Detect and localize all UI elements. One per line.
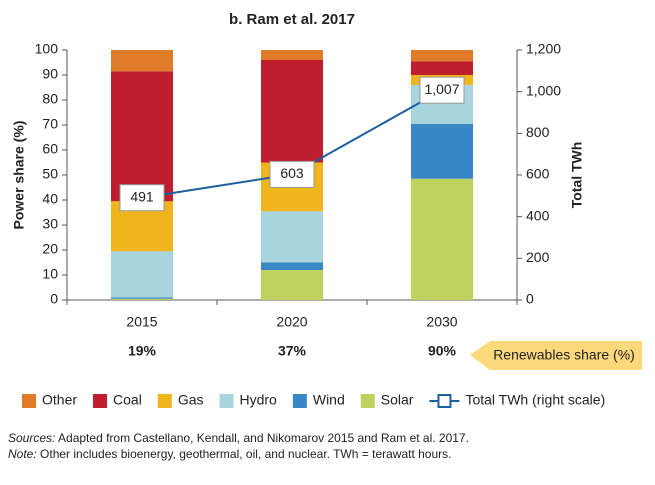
bar-segment <box>411 61 473 75</box>
callout-label: Renewables share (%) <box>493 347 635 363</box>
y2-tick-label: 0 <box>526 291 534 307</box>
bar-segment <box>111 298 173 300</box>
chart-title: b. Ram et al. 2017 <box>229 11 355 28</box>
value-label-box <box>119 184 165 212</box>
legend-marker <box>437 394 452 408</box>
y-tick-label: 40 <box>42 191 58 207</box>
y-tick-label: 100 <box>35 41 59 57</box>
legend-label: Wind <box>313 392 345 408</box>
y2-tick-label: 200 <box>526 249 550 265</box>
renewables-share: 37% <box>278 343 307 359</box>
value-label: 491 <box>130 188 154 204</box>
bar-segment <box>411 123 473 179</box>
y-tick-label: 30 <box>42 216 58 232</box>
renewables-share: 90% <box>428 343 457 359</box>
legend-label: Other <box>42 392 77 408</box>
y2-tick-label: 1,200 <box>526 41 561 57</box>
legend-swatch <box>292 394 307 408</box>
legend-label: Coal <box>113 392 142 408</box>
bar-segment <box>261 50 323 60</box>
y2-axis-label: Total TWh <box>569 142 585 209</box>
y-tick-label: 90 <box>42 66 58 82</box>
y2-tick-label: 400 <box>526 207 550 223</box>
legend-swatch <box>219 394 234 408</box>
note: Note: Other includes bioenergy, geotherm… <box>8 447 451 461</box>
value-label: 1,007 <box>424 81 459 97</box>
y-tick-label: 0 <box>50 291 58 307</box>
y2-tick-label: 600 <box>526 166 550 182</box>
callout-box <box>470 341 642 370</box>
bar-segment <box>261 211 323 263</box>
value-label: 603 <box>280 165 304 181</box>
x-tick-label: 2015 <box>126 314 157 330</box>
value-label-box <box>419 76 465 104</box>
y-tick-label: 70 <box>42 116 58 132</box>
y2-tick-label: 800 <box>526 124 550 140</box>
y2-tick-label: 1,000 <box>526 82 561 98</box>
legend-swatch <box>157 394 172 408</box>
note-text: Other includes bioenergy, geothermal, oi… <box>40 447 451 461</box>
sources-text: Adapted from Castellano, Kendall, and Ni… <box>58 431 469 445</box>
bar-segment <box>261 60 323 163</box>
y-tick-label: 50 <box>42 166 58 182</box>
y-tick-label: 60 <box>42 141 58 157</box>
x-tick-label: 2020 <box>276 314 307 330</box>
legend-label: Solar <box>381 392 414 408</box>
legend-label: Gas <box>178 392 204 408</box>
x-tick-label: 2030 <box>426 314 457 330</box>
legend-label: Hydro <box>240 392 278 408</box>
legend-swatch <box>22 394 36 408</box>
renewables-share: 19% <box>128 343 157 359</box>
sources: Sources: Adapted from Castellano, Kendal… <box>8 431 469 445</box>
value-label-box <box>269 160 315 188</box>
bar-segment <box>411 50 473 62</box>
bar-segment <box>411 178 473 300</box>
bar-segment <box>261 262 323 270</box>
sources-label: Sources: <box>8 431 55 445</box>
bar-segment <box>261 270 323 300</box>
legend-label: Total TWh (right scale) <box>465 392 605 408</box>
legend-swatch <box>360 394 375 408</box>
bar-segment <box>111 71 173 202</box>
legend-swatch <box>93 394 108 408</box>
y-tick-label: 80 <box>42 91 58 107</box>
note-label: Note: <box>8 447 37 461</box>
y-axis-label: Power share (%) <box>11 121 27 230</box>
y-tick-label: 20 <box>42 241 58 257</box>
bar-segment <box>111 251 173 298</box>
bar-segment <box>111 297 173 299</box>
bar-segment <box>111 50 173 72</box>
y-tick-label: 10 <box>42 266 58 282</box>
